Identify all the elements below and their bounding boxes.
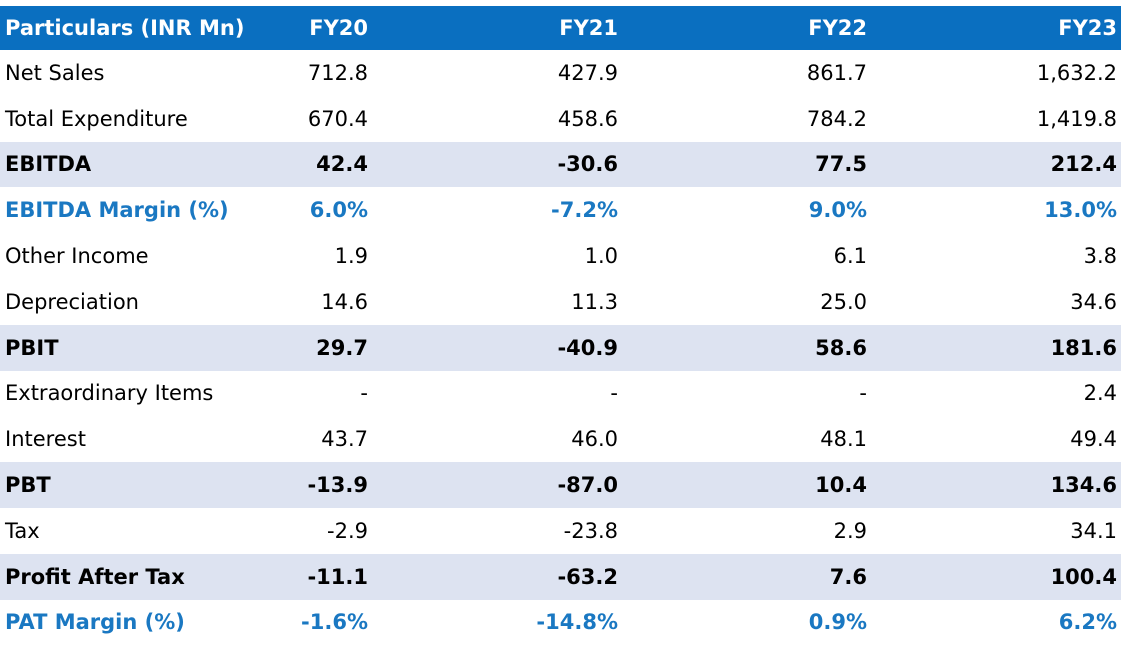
- header-fy21: FY21: [559, 16, 618, 40]
- fy20-value: 712.8: [307, 60, 368, 85]
- table-row: EBITDA 42.4 -30.6 77.5 212.4: [0, 141, 1121, 188]
- fy21-value: -40.9: [557, 335, 618, 360]
- fy20-value: 670.4: [307, 106, 368, 131]
- header-particulars: Particulars (INR Mn): [5, 16, 245, 40]
- fy22-value: 77.5: [815, 152, 867, 177]
- table-row: Profit After Tax -11.1 -63.2 7.6 100.4: [0, 553, 1121, 600]
- table-row: Interest 43.7 46.0 48.1 49.4: [0, 416, 1121, 462]
- table-body: Net Sales 712.8 427.9 861.7 1,632.2 Total Exp…: [0, 50, 1121, 645]
- row-label: PBIT: [5, 335, 59, 360]
- fy20-value: 14.6: [321, 289, 368, 314]
- fy23-value: 13.0%: [1044, 198, 1117, 223]
- row-label: EBITDA: [5, 152, 92, 177]
- fy20-value: 1.9: [334, 244, 368, 269]
- fy21-value: -87.0: [557, 473, 618, 498]
- fy21-value: 458.6: [557, 106, 618, 131]
- table-row: PBIT 29.7 -40.9 58.6 181.6: [0, 324, 1121, 371]
- fy22-value: -: [859, 381, 867, 406]
- table-row: EBITDA Margin (%) 6.0% -7.2% 9.0% 13.0%: [0, 187, 1121, 233]
- fy22-value: 2.9: [833, 518, 867, 543]
- row-label: Depreciation: [5, 289, 139, 314]
- fy22-value: 58.6: [815, 335, 867, 360]
- table-row: PAT Margin (%) -1.6% -14.8% 0.9% 6.2%: [0, 600, 1121, 645]
- fy20-value: -11.1: [307, 564, 368, 589]
- fy23-value: 100.4: [1050, 564, 1117, 589]
- table-row: Extraordinary Items - - - 2.4: [0, 371, 1121, 417]
- fy23-value: 134.6: [1050, 473, 1117, 498]
- fy23-value: 6.2%: [1058, 610, 1117, 635]
- row-label: PBT: [5, 473, 51, 498]
- table-row: Total Expenditure 670.4 458.6 784.2 1,419.8: [0, 96, 1121, 142]
- table-row: Other Income 1.9 1.0 6.1 3.8: [0, 233, 1121, 279]
- row-label: Interest: [5, 427, 86, 452]
- fy20-value: 6.0%: [309, 198, 368, 223]
- fy23-value: 3.8: [1083, 244, 1117, 269]
- row-label: Net Sales: [5, 60, 105, 85]
- fy21-value: -63.2: [557, 564, 618, 589]
- fy20-value: -2.9: [327, 518, 368, 543]
- fy21-value: 46.0: [571, 427, 618, 452]
- fy22-value: 7.6: [829, 564, 867, 589]
- row-label: PAT Margin (%): [5, 610, 185, 635]
- table-row: Depreciation 14.6 11.3 25.0 34.6: [0, 279, 1121, 325]
- financial-summary-table: Particulars (INR Mn) FY20 FY21 FY22 FY23…: [0, 6, 1121, 645]
- fy21-value: -7.2%: [551, 198, 618, 223]
- fy20-value: 43.7: [321, 427, 368, 452]
- table-row: PBT -13.9 -87.0 10.4 134.6: [0, 462, 1121, 508]
- fy20-value: -13.9: [307, 473, 368, 498]
- fy21-value: 1.0: [584, 244, 618, 269]
- header-fy22: FY22: [808, 16, 867, 40]
- fy20-value: 29.7: [316, 335, 368, 360]
- table-row: Tax -2.9 -23.8 2.9 34.1: [0, 508, 1121, 554]
- table-header-row: Particulars (INR Mn) FY20 FY21 FY22 FY23: [0, 6, 1121, 50]
- row-label: Other Income: [5, 244, 149, 269]
- row-label: Total Expenditure: [5, 106, 188, 131]
- fy23-value: 1,419.8: [1036, 106, 1117, 131]
- fy21-value: -: [610, 381, 618, 406]
- fy22-value: 861.7: [806, 60, 867, 85]
- fy23-value: 2.4: [1083, 381, 1117, 406]
- row-label: EBITDA Margin (%): [5, 198, 229, 223]
- row-label: Extraordinary Items: [5, 381, 214, 406]
- fy23-value: 34.1: [1070, 518, 1117, 543]
- fy20-value: -: [360, 381, 368, 406]
- row-label: Tax: [5, 518, 40, 543]
- fy22-value: 784.2: [806, 106, 867, 131]
- fy23-value: 34.6: [1070, 289, 1117, 314]
- fy21-value: 427.9: [557, 60, 618, 85]
- table-row: Net Sales 712.8 427.9 861.7 1,632.2: [0, 50, 1121, 96]
- header-fy23: FY23: [1058, 16, 1117, 40]
- fy22-value: 6.1: [833, 244, 867, 269]
- fy20-value: -1.6%: [301, 610, 368, 635]
- fy23-value: 49.4: [1070, 427, 1117, 452]
- fy22-value: 9.0%: [808, 198, 867, 223]
- fy21-value: -30.6: [557, 152, 618, 177]
- fy21-value: -14.8%: [536, 610, 618, 635]
- fy21-value: 11.3: [571, 289, 618, 314]
- fy22-value: 10.4: [815, 473, 867, 498]
- fy22-value: 25.0: [820, 289, 867, 314]
- fy21-value: -23.8: [563, 518, 618, 543]
- fy22-value: 48.1: [820, 427, 867, 452]
- fy23-value: 181.6: [1050, 335, 1117, 360]
- fy22-value: 0.9%: [808, 610, 867, 635]
- fy23-value: 212.4: [1050, 152, 1117, 177]
- header-fy20: FY20: [309, 16, 368, 40]
- fy23-value: 1,632.2: [1036, 60, 1117, 85]
- fy20-value: 42.4: [316, 152, 368, 177]
- row-label: Profit After Tax: [5, 564, 185, 589]
